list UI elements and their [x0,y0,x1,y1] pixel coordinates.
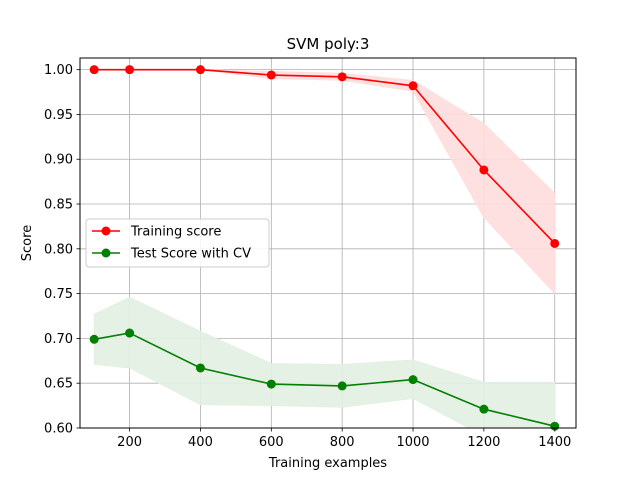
point-test [125,328,135,338]
y-tick-label: 0.85 [44,198,73,213]
x-tick-label: 1000 [396,435,429,450]
point-test [337,381,347,391]
line-test [94,332,555,427]
point-test [479,404,489,414]
x-axis-label: Training examples [268,456,387,471]
point-training [408,81,418,91]
x-tick-label: 1200 [467,435,500,450]
y-axis-label: Score [20,225,35,261]
point-training [125,65,135,75]
y-tick-label: 0.90 [44,153,73,168]
y-axis-ticks: 0.60 0.65 0.70 0.75 0.80 0.85 0.90 0.95 1.00 [44,63,80,437]
y-tick-label: 0.75 [44,287,73,302]
point-training [266,70,276,80]
legend-label-test: Test Score with CV [130,247,251,262]
legend-box [85,218,270,268]
legend-marker-test [101,248,111,258]
y-tick-label: 0.80 [44,242,73,257]
plot-frame [79,57,577,429]
point-test [266,379,276,389]
series-lines [94,68,556,427]
line-training [94,68,556,245]
point-test [89,334,99,344]
y-tick-label: 1.00 [44,63,73,78]
band-test [93,296,556,428]
x-tick-label: 1400 [538,435,571,450]
chart-title: SVM poly:3 [287,35,370,53]
point-training [89,65,99,75]
x-tick-label: 800 [330,435,355,450]
point-training [479,165,489,175]
y-tick-label: 0.60 [44,422,73,437]
legend: Training score Test Score with CV [85,218,270,268]
x-tick-label: 200 [117,435,142,450]
y-tick-label: 0.95 [44,108,73,123]
point-training [195,65,205,75]
x-tick-label: 400 [188,435,213,450]
legend-label-training: Training score [130,225,221,240]
x-tick-label: 600 [259,435,284,450]
point-test [195,363,205,373]
legend-marker-training [101,226,111,236]
point-training [337,72,347,82]
x-axis-ticks: 200 400 600 800 1000 1200 1400 [117,428,571,450]
point-test [408,375,418,385]
y-tick-label: 0.65 [44,377,73,392]
y-tick-label: 0.70 [44,332,73,347]
point-training [550,238,560,248]
